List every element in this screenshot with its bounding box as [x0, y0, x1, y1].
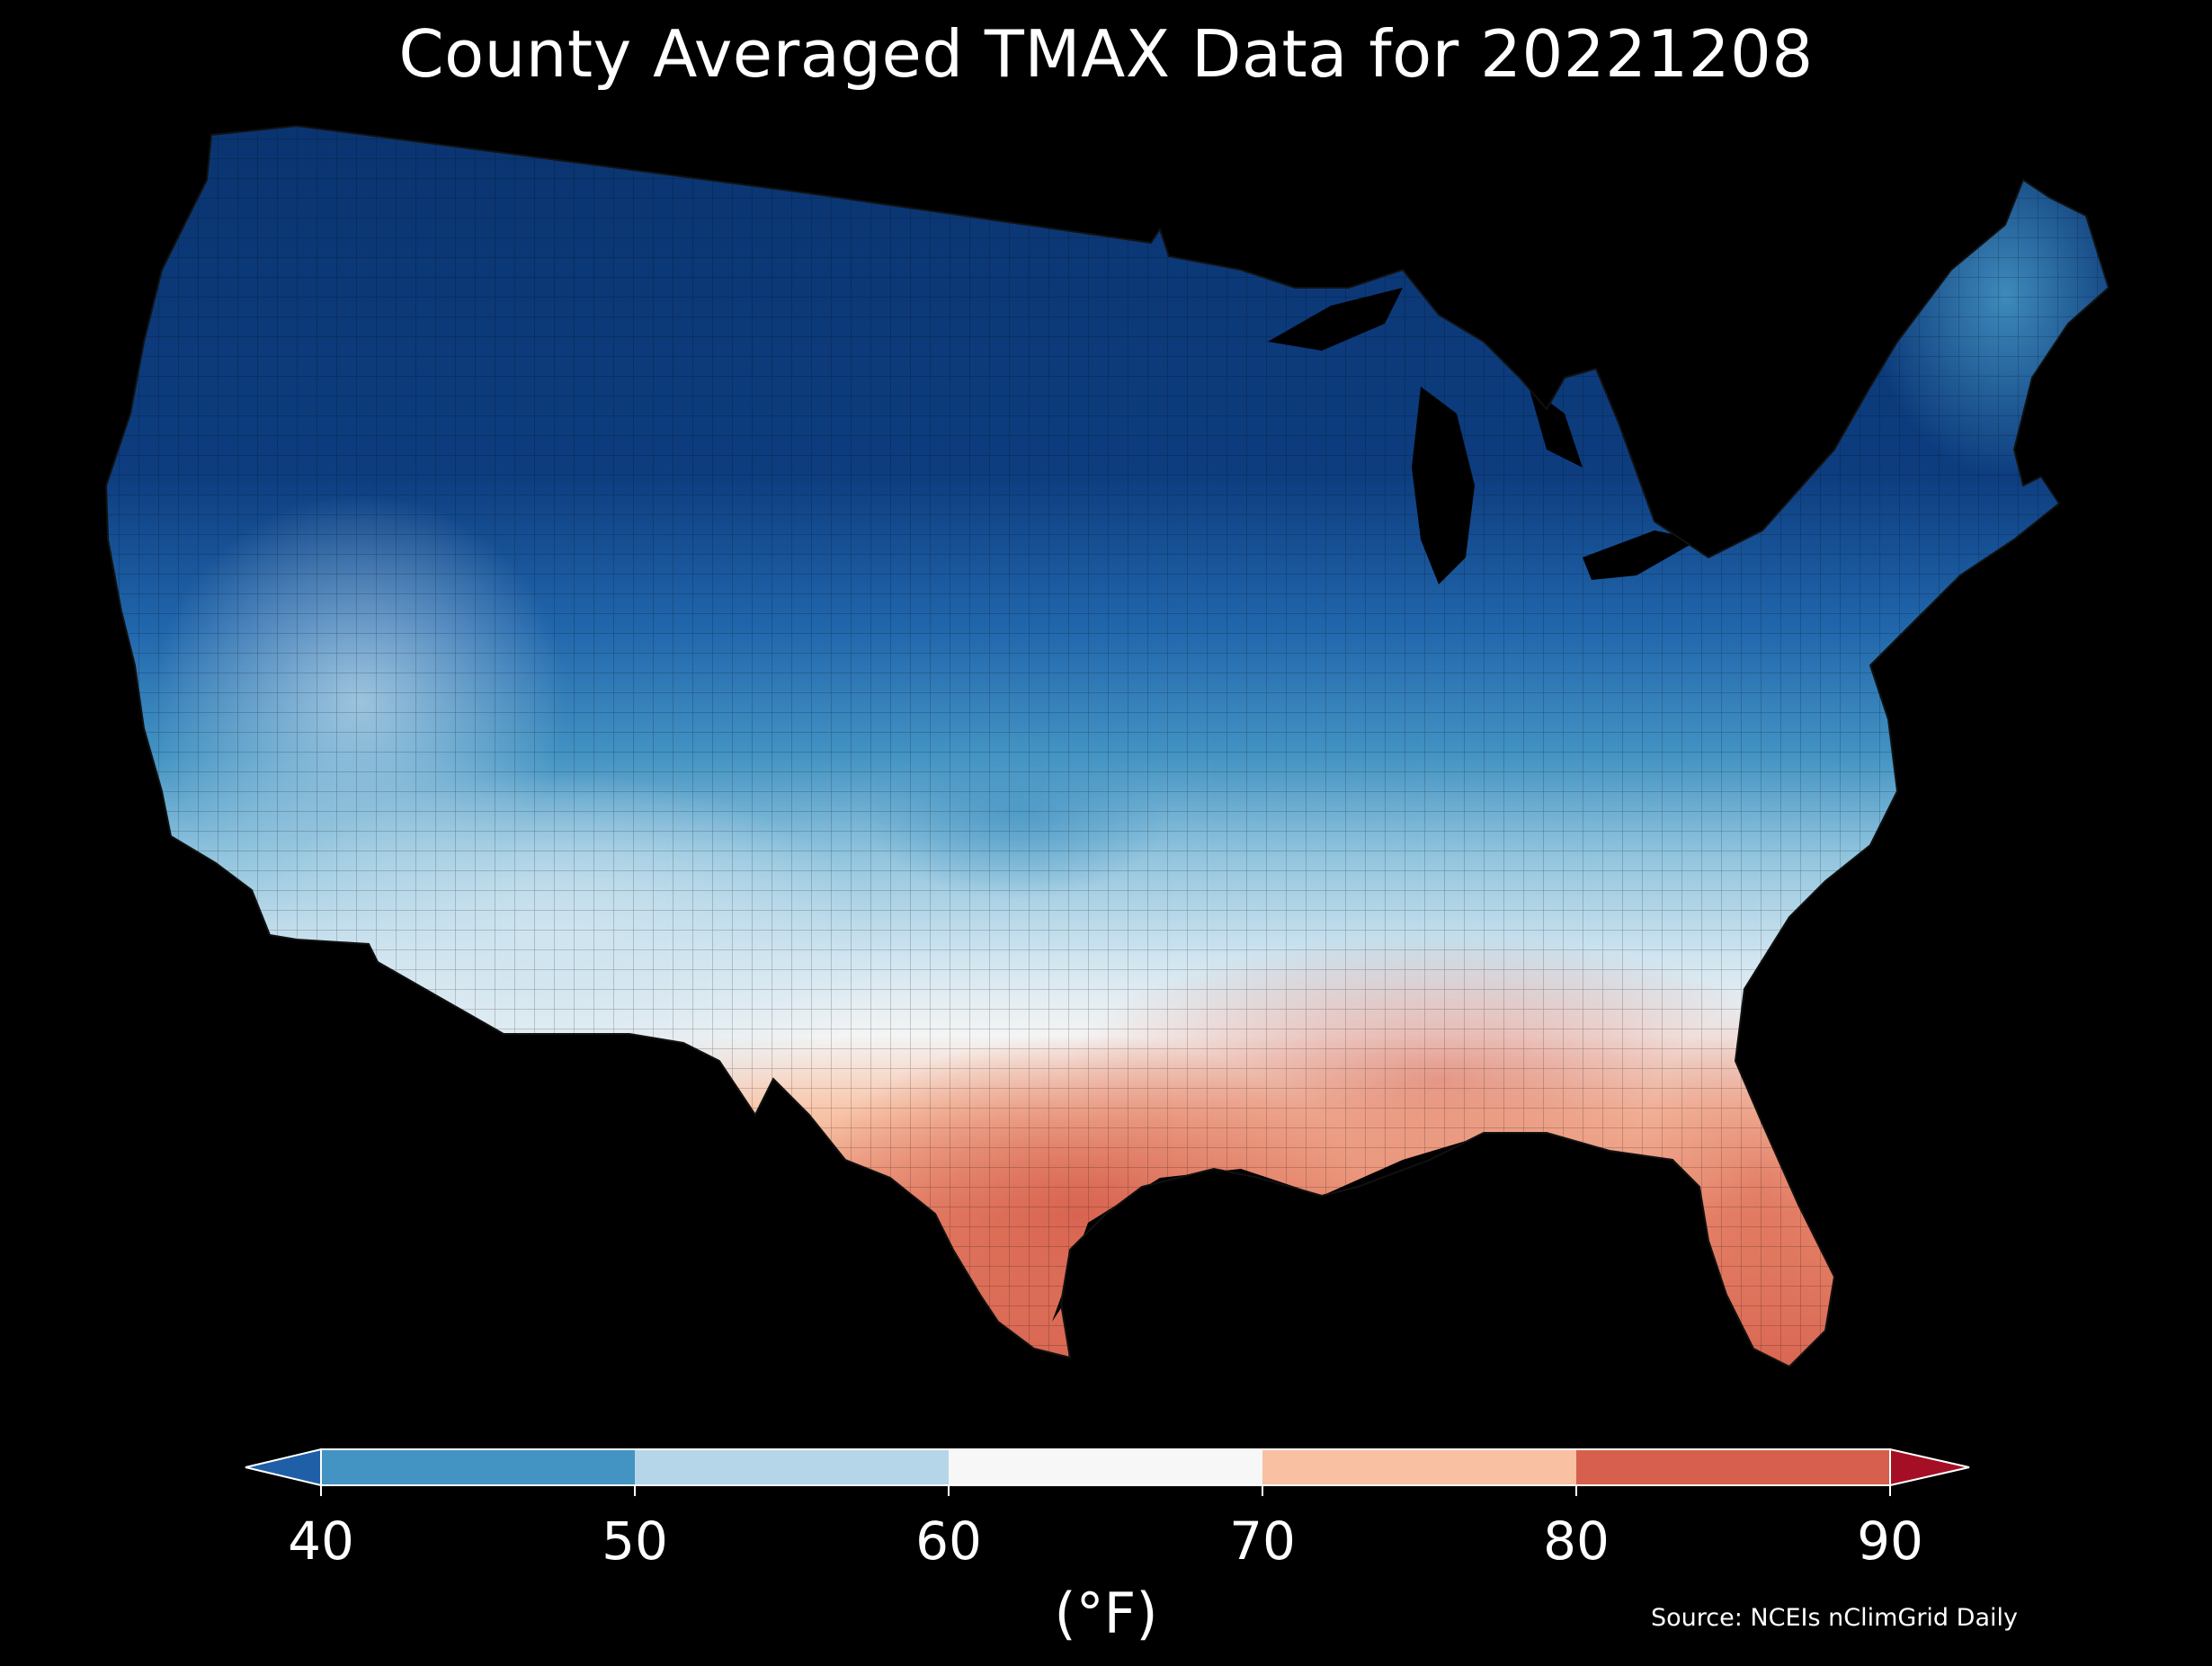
- colorbar-ticks: [320, 1485, 1891, 1496]
- colorbar-tick-label-60: 60: [915, 1510, 982, 1572]
- colorbar-tick-label-70: 70: [1229, 1510, 1296, 1572]
- colorbar-bins: [321, 1449, 1890, 1485]
- colorbar-tick-label-90: 90: [1857, 1510, 1923, 1572]
- great-lakes: [1268, 288, 1789, 584]
- colorbar-tick-label-40: 40: [288, 1510, 354, 1572]
- colorbar-tick-label-50: 50: [602, 1510, 668, 1572]
- colorbar-bin-80-90: [1576, 1449, 1890, 1485]
- units-label: (°F): [1054, 1581, 1158, 1646]
- colorbar-tick-label-80: 80: [1543, 1510, 1610, 1572]
- colorbar-bin-70-80: [1262, 1449, 1576, 1485]
- colorbar-under-arrow: [245, 1448, 322, 1487]
- colorbar-frame: [320, 1448, 1891, 1486]
- gulf-of-mexico: [1052, 1133, 1690, 1322]
- map-title: County Averaged TMAX Data for 20221208: [398, 16, 1814, 92]
- colorbar-bin-60-70: [949, 1449, 1262, 1485]
- source-credit: Source: NCEIs nClimGrid Daily: [1651, 1604, 2018, 1632]
- colorbar-over-arrow: [1889, 1448, 1970, 1487]
- colorbar-bin-50-60: [635, 1449, 949, 1485]
- colorbar-bin-40-50: [321, 1449, 635, 1485]
